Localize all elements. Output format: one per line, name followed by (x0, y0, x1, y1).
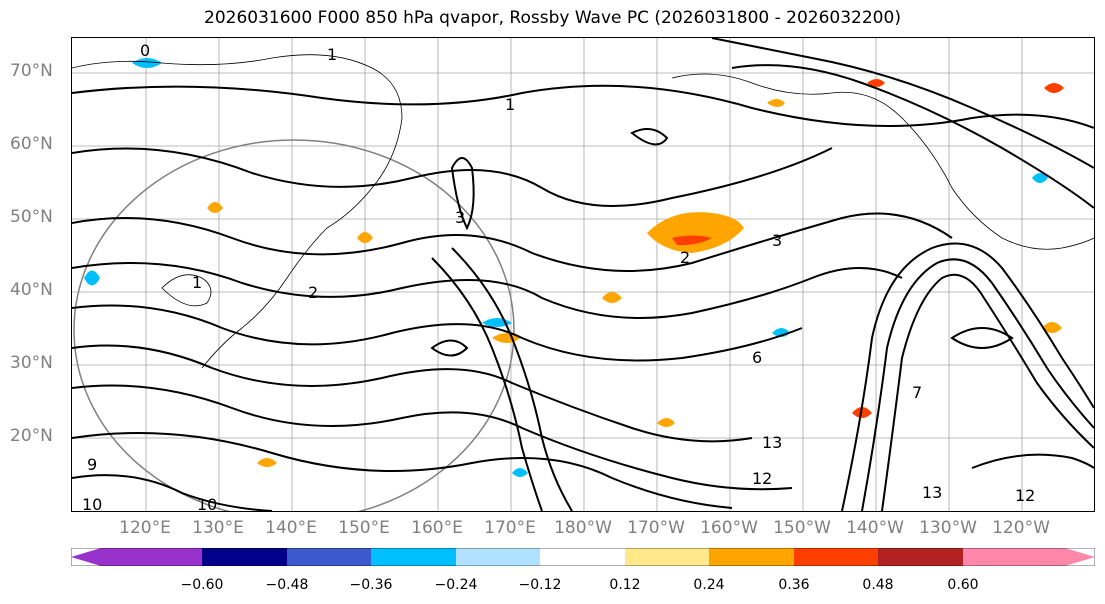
colorbar-segment (963, 548, 1095, 566)
colorbar-segment (371, 548, 456, 566)
coastlines (72, 54, 1094, 369)
lon-label-180w: 180°W (554, 518, 612, 538)
contour-label: 0 (140, 41, 150, 60)
lat-label-50n: 50°N (10, 207, 53, 227)
contour-label: 10 (82, 495, 102, 511)
colorbar-tick: 0.48 (862, 577, 894, 593)
lat-label-20n: 20°N (10, 426, 53, 446)
colorbar-tick: 0.24 (693, 577, 725, 593)
contour-label: 7 (912, 383, 922, 402)
colorbar-tick: 0.12 (609, 577, 641, 593)
lon-label-170e: 170°E (484, 518, 536, 538)
lon-label-150w: 150°W (773, 518, 831, 538)
colorbar-tick: −0.48 (265, 577, 309, 593)
lon-label-120e: 120°E (119, 518, 171, 538)
lat-label-30n: 30°N (10, 353, 53, 373)
colorbar-tick: −0.12 (518, 577, 562, 593)
contour-label: 9 (87, 455, 97, 474)
contour-label: 10 (197, 495, 217, 511)
lat-label-70n: 70°N (10, 61, 53, 81)
colorbar (71, 548, 1095, 566)
colorbar-tick: −0.24 (434, 577, 478, 593)
lat-label-40n: 40°N (10, 280, 53, 300)
contour-label: 3 (455, 208, 465, 227)
contour-label: 12 (752, 469, 772, 488)
contour-label: 2 (308, 283, 318, 302)
graticule (72, 38, 1094, 511)
contour-label: 12 (1015, 486, 1035, 505)
map-title: 2026031600 F000 850 hPa qvapor, Rossby W… (204, 8, 901, 28)
colorbar-segment (456, 548, 540, 566)
contour-label: 1 (192, 273, 202, 292)
colorbar-tick: 0.36 (778, 577, 810, 593)
contour-label: 1 (327, 45, 337, 64)
colorbar-segment (540, 548, 625, 566)
colorbar-segment (709, 548, 794, 566)
contour-labels: 0 1 1 1 2 2 3 3 6 7 9 10 10 12 12 13 13 (82, 41, 1035, 511)
colorbar-tick: −0.60 (180, 577, 224, 593)
lon-label-120w: 120°W (992, 518, 1050, 538)
lon-label-170w: 170°W (627, 518, 685, 538)
lon-label-130w: 130°W (919, 518, 977, 538)
contour-label: 13 (762, 433, 782, 452)
anomaly-shading (84, 58, 1064, 477)
lon-label-130e: 130°E (192, 518, 244, 538)
map-canvas: 0 1 1 1 2 2 3 3 6 7 9 10 10 12 12 13 13 (72, 38, 1094, 511)
qvapor-contours (72, 38, 1094, 511)
contour-label: 6 (752, 348, 762, 367)
colorbar-segment (202, 548, 287, 566)
contour-label: 1 (505, 95, 515, 114)
contour-label: 2 (680, 248, 690, 267)
colorbar-tick: −0.36 (349, 577, 393, 593)
contour-label: 13 (922, 483, 942, 502)
region-outline (73, 139, 515, 511)
colorbar-segment (794, 548, 878, 566)
contour-label: 3 (772, 231, 782, 250)
lon-label-160w: 160°W (700, 518, 758, 538)
map-panel[interactable]: 0 1 1 1 2 2 3 3 6 7 9 10 10 12 12 13 13 (71, 37, 1095, 512)
colorbar-tick: 0.60 (947, 577, 979, 593)
lat-label-60n: 60°N (10, 134, 53, 154)
lon-label-140e: 140°E (265, 518, 317, 538)
colorbar-segment (287, 548, 371, 566)
colorbar-segment (878, 548, 963, 566)
lon-label-140w: 140°W (846, 518, 904, 538)
colorbar-segment (625, 548, 709, 566)
lon-label-150e: 150°E (338, 518, 390, 538)
lon-label-160e: 160°E (411, 518, 463, 538)
colorbar-segment (71, 548, 202, 566)
